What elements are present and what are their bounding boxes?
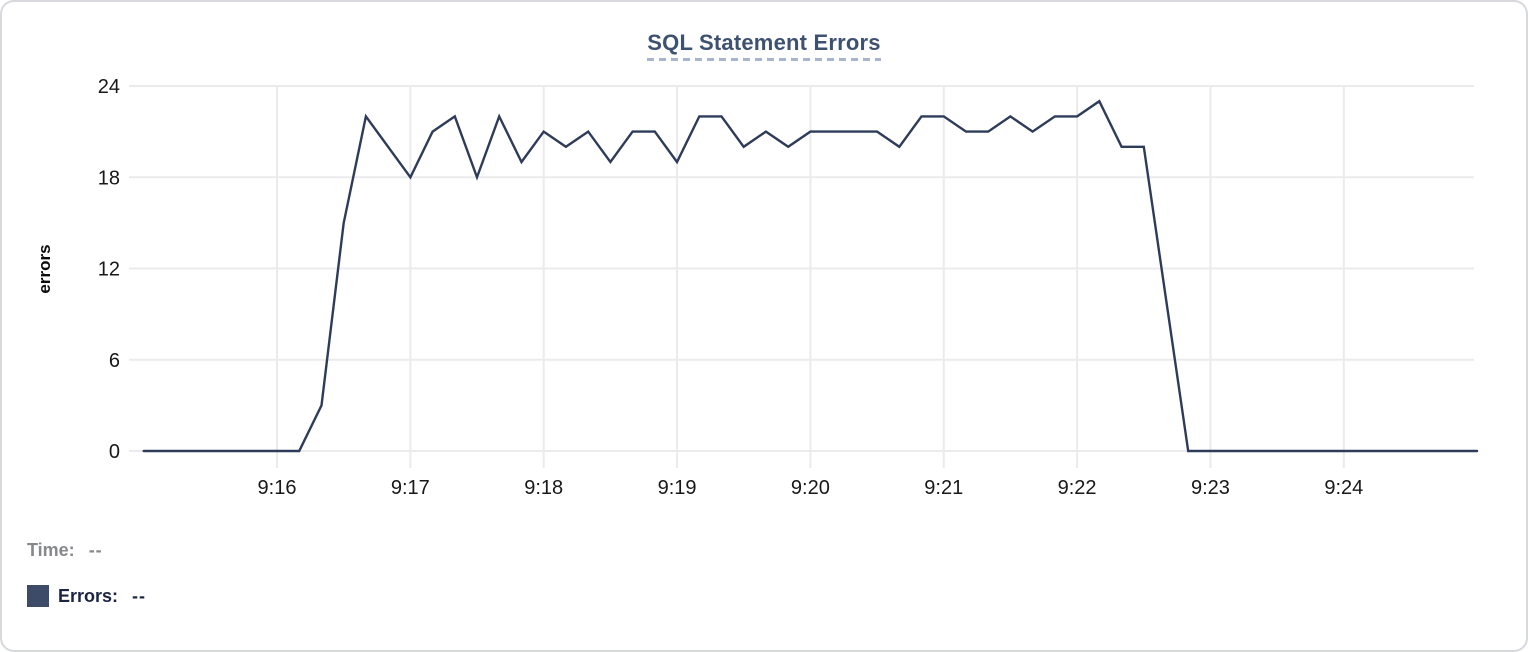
x-tick-label: 9:22	[1058, 477, 1097, 499]
x-tick-label: 9:19	[658, 477, 697, 499]
tooltip-errors-row: Errors: --	[27, 585, 146, 607]
x-tick-label: 9:20	[791, 477, 830, 499]
tooltip-time-value: --	[88, 540, 103, 560]
x-tick-label: 9:18	[524, 477, 563, 499]
x-tick-label: 9:17	[391, 477, 430, 499]
tooltip-errors-label: Errors:	[58, 585, 119, 606]
chart-title: SQL Statement Errors	[647, 30, 881, 55]
tooltip-errors-value: --	[132, 585, 147, 606]
chart-canvas[interactable]: 0 6 12 18 24 9:16 9:17 9:18 9:19 9:20 9:21 9:22 9:23…	[2, 2, 1528, 514]
errors-series-line	[142, 99, 1479, 453]
x-tick-label: 9:16	[258, 477, 297, 499]
tooltip-time-label: Time:	[27, 540, 75, 560]
y-axis-title: errors	[35, 244, 54, 293]
y-tick-label: 12	[98, 259, 120, 281]
y-tick-label: 18	[98, 167, 120, 189]
chart-header: SQL Statement Errors	[2, 30, 1526, 66]
title-dashed-underline	[647, 58, 881, 61]
y-tick-label: 24	[98, 76, 120, 98]
errors-series-swatch	[27, 585, 49, 607]
x-tick-label: 9:21	[924, 477, 963, 499]
x-tick-label: 9:24	[1324, 477, 1363, 499]
y-tick-label: 0	[109, 441, 120, 463]
x-tick-label: 9:23	[1191, 477, 1230, 499]
tooltip-time-row: Time: --	[27, 540, 103, 561]
y-tick-label: 6	[109, 350, 120, 372]
chart-title-link[interactable]: SQL Statement Errors	[647, 30, 881, 66]
